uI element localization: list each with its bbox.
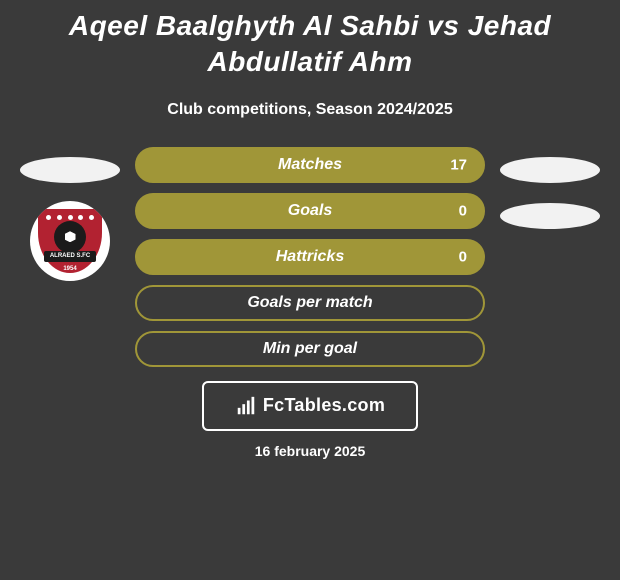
ball-icon [54, 221, 86, 253]
stat-label: Min per goal [263, 340, 357, 358]
player-badge-left-placeholder [20, 157, 120, 183]
stat-value: 0 [459, 202, 467, 219]
stat-bar-matches: Matches 17 [135, 147, 485, 183]
stat-label: Goals [288, 202, 332, 220]
stat-label: Goals per match [247, 294, 372, 312]
brand-badge: FcTables.com [202, 381, 418, 431]
club-name: ALRAED S.FC [44, 251, 96, 262]
stat-value: 0 [459, 248, 467, 265]
stat-label: Hattricks [276, 248, 344, 266]
stat-bar-hattricks: Hattricks 0 [135, 239, 485, 275]
stat-value: 17 [450, 156, 467, 173]
shield-icon: ALRAED S.FC 1954 [38, 209, 102, 273]
club-badge: ALRAED S.FC 1954 [30, 201, 110, 281]
player-badge-right-placeholder-2 [500, 203, 600, 229]
date-text: 16 february 2025 [10, 443, 610, 459]
club-year: 1954 [38, 266, 102, 272]
page-title: Aqeel Baalghyth Al Sahbi vs Jehad Abdull… [10, 8, 610, 81]
brand-text: FcTables.com [263, 395, 385, 416]
stat-label: Matches [278, 156, 342, 174]
stat-bar-min-per-goal: Min per goal [135, 331, 485, 367]
stat-bar-goals: Goals 0 [135, 193, 485, 229]
chart-icon [235, 395, 257, 417]
player-badge-right-placeholder-1 [500, 157, 600, 183]
comparison-area: ALRAED S.FC 1954 Matches17Goals0Hattrick… [10, 147, 610, 367]
stat-bar-goals-per-match: Goals per match [135, 285, 485, 321]
subtitle: Club competitions, Season 2024/2025 [10, 101, 610, 119]
